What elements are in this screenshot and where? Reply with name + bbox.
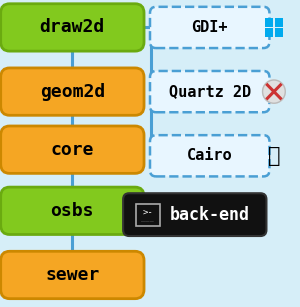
Text: osbs: osbs (51, 202, 94, 220)
FancyBboxPatch shape (275, 28, 283, 37)
FancyBboxPatch shape (1, 4, 144, 51)
Text: 🐧: 🐧 (268, 146, 280, 166)
Text: geom2d: geom2d (40, 83, 105, 101)
FancyBboxPatch shape (136, 204, 160, 226)
Text: ___: ___ (141, 216, 154, 222)
Circle shape (262, 80, 285, 103)
Text: sewer: sewer (45, 266, 100, 284)
FancyBboxPatch shape (150, 135, 269, 177)
FancyBboxPatch shape (123, 193, 266, 236)
Text: core: core (51, 141, 94, 159)
Text: GDI+: GDI+ (191, 20, 228, 35)
Text: Cairo: Cairo (187, 148, 232, 163)
Text: Quartz 2D: Quartz 2D (169, 84, 251, 99)
FancyBboxPatch shape (1, 68, 144, 115)
FancyBboxPatch shape (275, 18, 283, 27)
FancyBboxPatch shape (1, 126, 144, 173)
FancyBboxPatch shape (1, 187, 144, 235)
FancyBboxPatch shape (150, 71, 269, 112)
Text: draw2d: draw2d (40, 18, 105, 37)
FancyBboxPatch shape (150, 7, 269, 48)
FancyBboxPatch shape (265, 28, 273, 37)
FancyBboxPatch shape (265, 18, 273, 27)
Text: back-end: back-end (169, 206, 249, 223)
Text: >-: >- (142, 209, 153, 218)
FancyBboxPatch shape (1, 251, 144, 299)
